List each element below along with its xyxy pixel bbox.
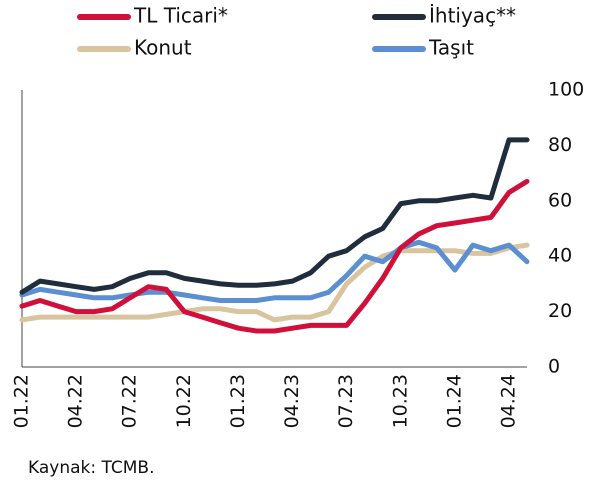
x-tick-label: 01.23 <box>227 374 249 428</box>
x-tick-label: 04.24 <box>497 374 519 428</box>
y-tick-label: 40 <box>548 245 572 267</box>
line-series <box>19 242 530 323</box>
y-tick-label: 20 <box>548 300 572 322</box>
x-tick-label: 07.23 <box>335 374 357 428</box>
line-series <box>19 137 530 295</box>
y-tick-label: 100 <box>548 79 584 101</box>
line-series <box>19 239 530 303</box>
legend-label: İhtiyaç** <box>429 4 516 28</box>
legend-label: Taşıt <box>428 36 474 60</box>
x-tick-label: 01.24 <box>443 374 465 428</box>
x-tick-label: 07.22 <box>119 374 141 428</box>
source-note: Kaynak: TCMB. <box>28 458 155 478</box>
y-tick-label: 0 <box>548 356 560 378</box>
x-tick-label: 01.22 <box>11 374 33 428</box>
legend-label: TL Ticari* <box>133 4 228 28</box>
y-tick-label: 60 <box>548 189 572 211</box>
x-tick-label: 04.22 <box>65 374 87 428</box>
line-series <box>19 178 530 334</box>
x-tick-label: 10.22 <box>173 374 195 428</box>
x-tick-label: 10.23 <box>389 374 411 428</box>
legend-label: Konut <box>134 36 192 60</box>
x-tick-label: 04.23 <box>281 374 303 428</box>
y-tick-label: 80 <box>548 134 572 156</box>
